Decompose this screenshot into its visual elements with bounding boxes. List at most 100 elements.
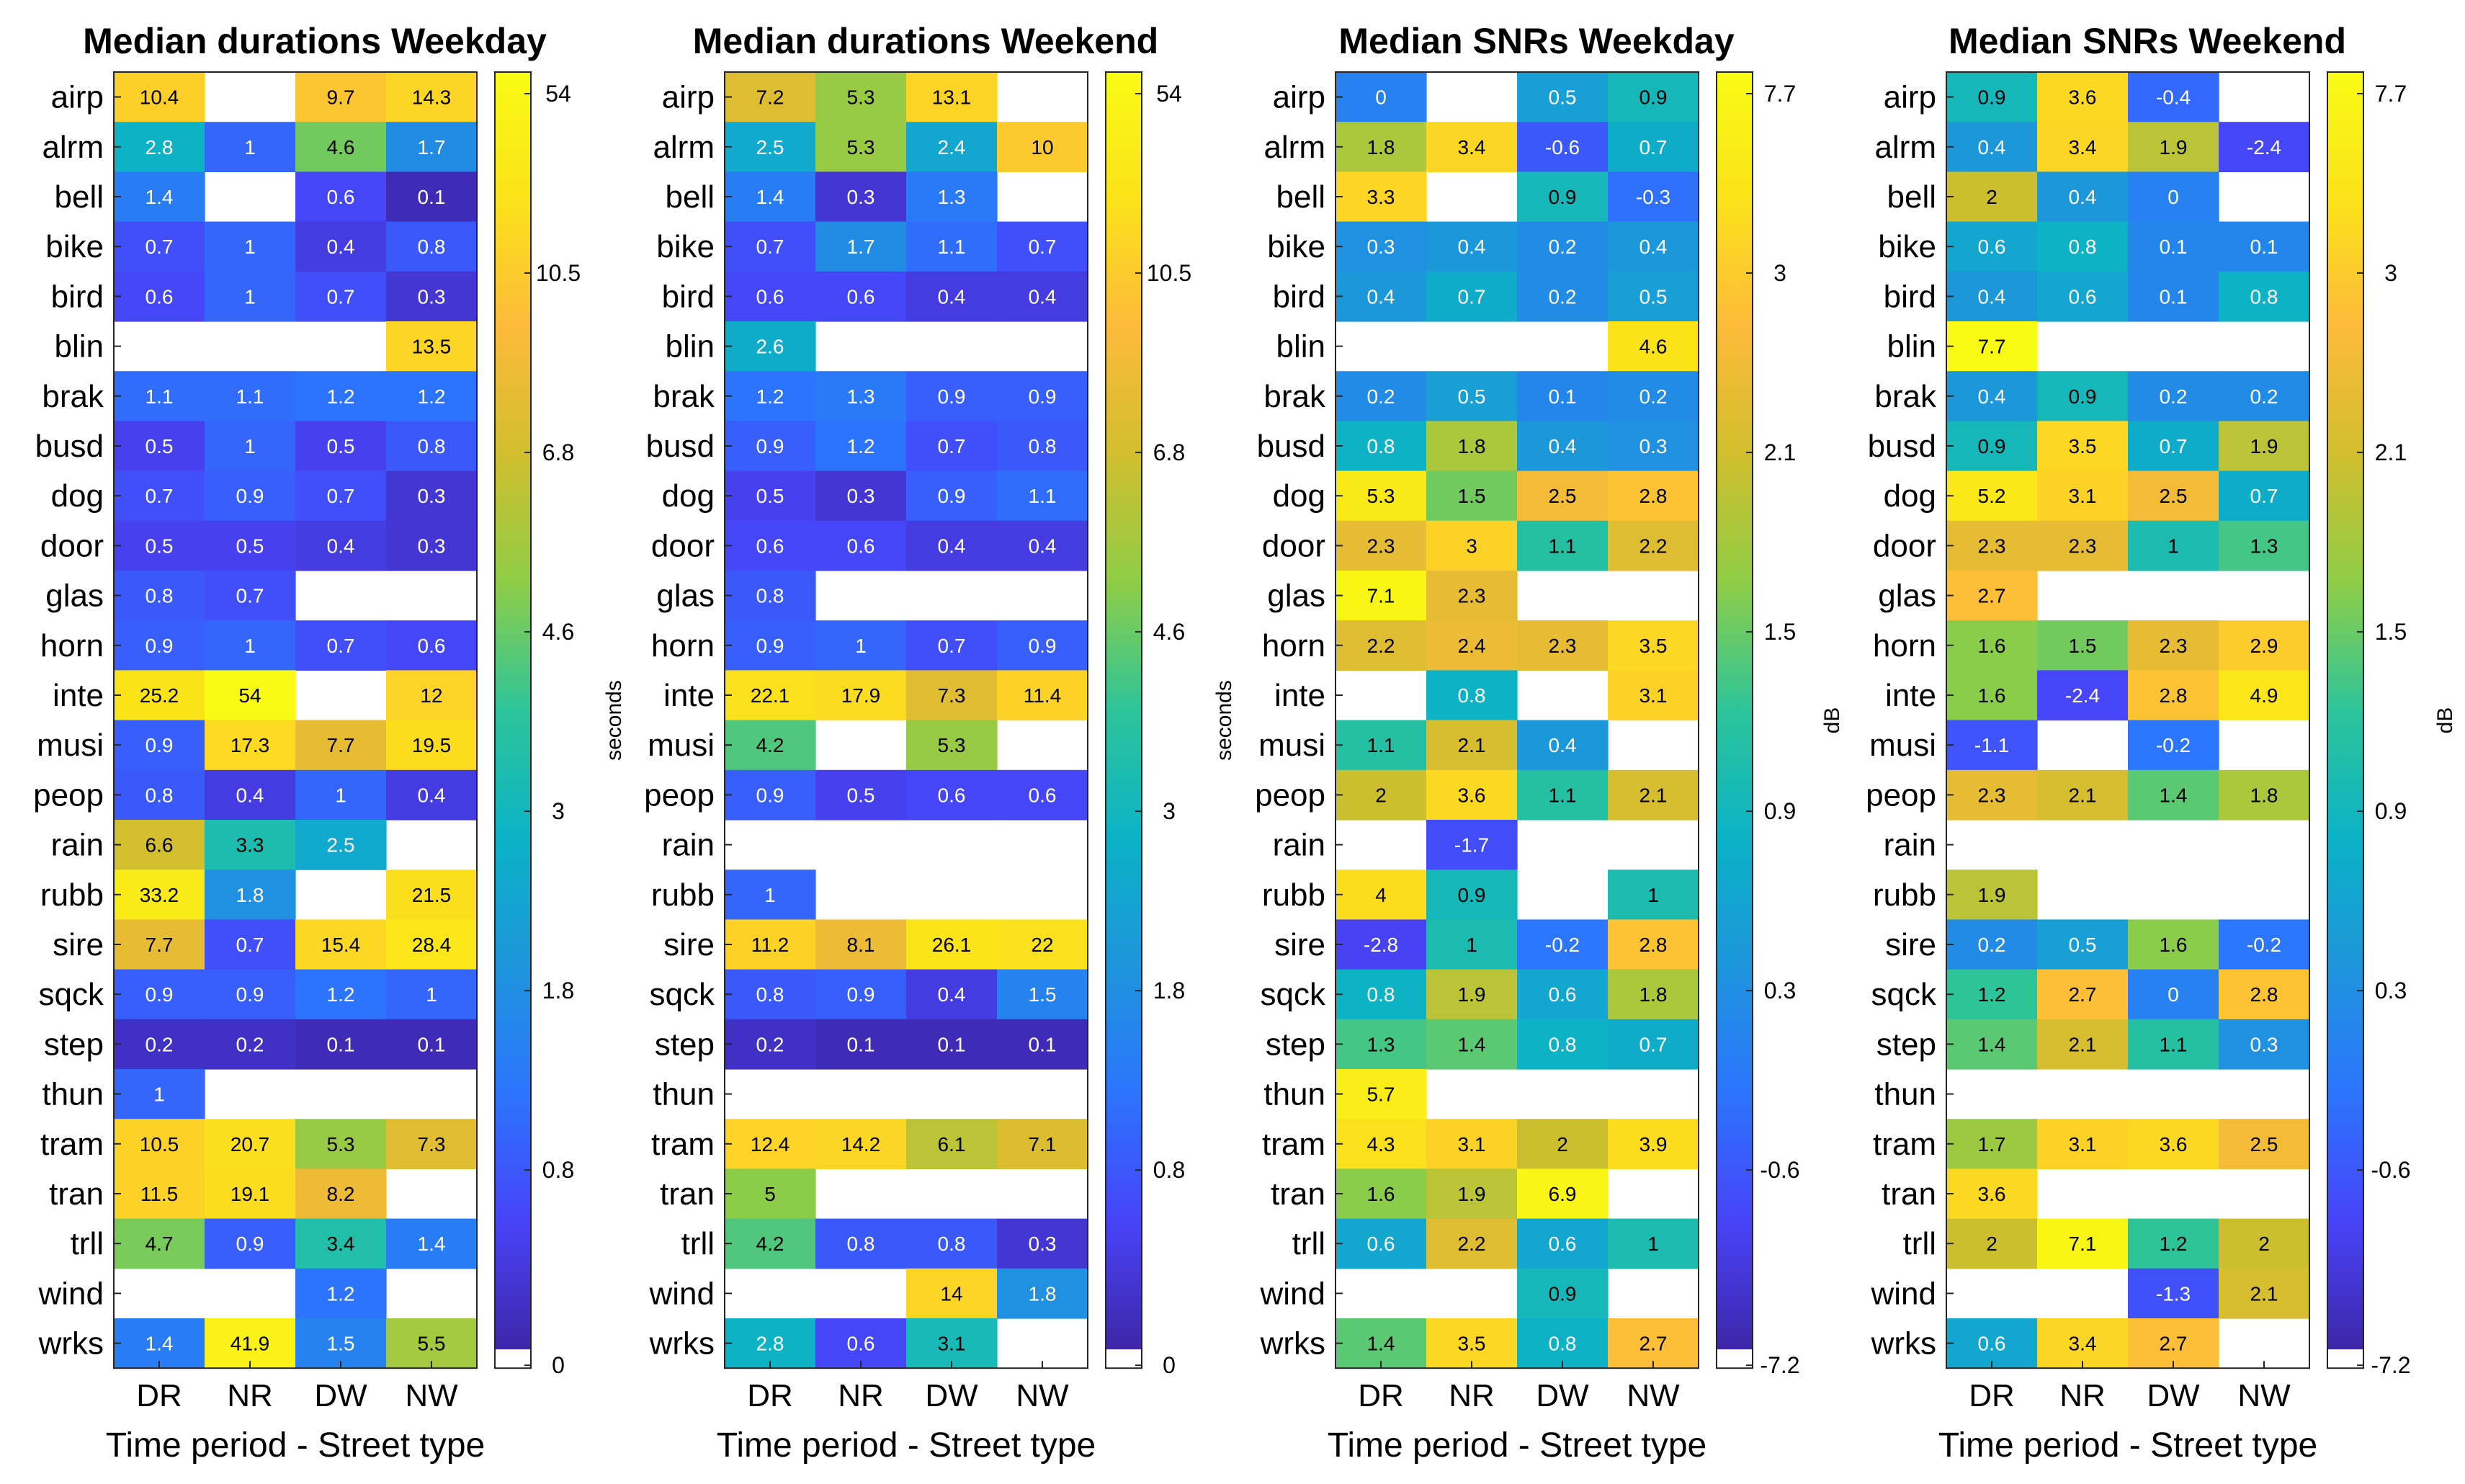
cell-value-label: 3.6 <box>1978 1183 2006 1205</box>
row-label: blin <box>55 329 104 365</box>
cell-value-label: 4.2 <box>756 734 784 756</box>
cell-value-label: 2.1 <box>1458 734 1486 756</box>
row-label: door <box>1873 528 1936 563</box>
cell-value-label: 7.2 <box>756 86 784 109</box>
cell-value-label: 2.7 <box>2160 1333 2188 1355</box>
heatmap-cell <box>1608 321 1699 372</box>
heatmap-cell <box>1946 1318 2038 1369</box>
cell-value-label: 0.1 <box>2160 285 2188 308</box>
colorbar-tick-label: 0.8 <box>542 1157 574 1183</box>
heatmap-cell <box>1426 371 1518 421</box>
cell-value-label: 1.2 <box>327 385 355 408</box>
heatmap-cell <box>205 1168 296 1220</box>
colorbar-tick-label: 2.1 <box>2375 439 2407 465</box>
heatmap-cell <box>2219 470 2310 522</box>
cell-value-label: 0.2 <box>2160 385 2188 408</box>
cell-value-label: 0.4 <box>938 285 966 308</box>
cell-value-label: 14.2 <box>841 1133 881 1156</box>
colorbar-tick-label: 1.5 <box>2375 619 2407 645</box>
cell-value-label: 1.3 <box>1367 1033 1395 1055</box>
cell-value-label: 4.9 <box>2250 684 2278 707</box>
heatmap-cell <box>997 520 1088 571</box>
heatmap-cell <box>2037 969 2129 1020</box>
heatmap-cell <box>1517 919 1609 970</box>
heatmap-cell <box>906 421 998 472</box>
chart-title: Median SNRs Weekend <box>1949 21 2346 61</box>
cell-value-label: 0.8 <box>146 784 174 806</box>
cell-value-label: 0.4 <box>1639 236 1668 258</box>
heatmap-cell <box>1608 769 1699 821</box>
cell-value-label: 0.5 <box>146 435 174 457</box>
cell-value-label: 3.6 <box>1458 784 1486 806</box>
heatmap-cell <box>205 571 296 621</box>
cell-value-label: 0.5 <box>847 784 875 806</box>
cell-value-label: 1.2 <box>847 435 875 457</box>
cell-value-label: 2.3 <box>1367 535 1395 557</box>
heatmap-cell <box>906 1268 998 1319</box>
cell-value-label: 2.5 <box>756 136 784 158</box>
cell-value-label: 6.9 <box>1549 1183 1577 1205</box>
row-label: inte <box>663 678 715 713</box>
row-label: tran <box>660 1176 715 1212</box>
heatmap-cell <box>725 769 816 821</box>
cell-value-label: 0.9 <box>1639 86 1668 109</box>
heatmap-cell <box>1336 1218 1427 1269</box>
row-label: alrm <box>653 130 715 165</box>
cell-value-label: -2.4 <box>2247 136 2281 158</box>
cell-value-label: 0.2 <box>1367 385 1395 408</box>
colorbar-tick-label: 10.5 <box>536 260 581 286</box>
heatmap-cell <box>1517 72 1609 122</box>
cell-value-label: 0.9 <box>938 485 966 507</box>
cell-value-label: 1.9 <box>1458 983 1486 1006</box>
heatmap-cell <box>114 221 205 272</box>
heatmap-cell <box>1946 371 2038 421</box>
heatmap-cell <box>1946 271 2038 322</box>
cell-value-label: 13.1 <box>932 86 972 109</box>
cell-value-label: 2.5 <box>1549 485 1577 507</box>
row-label: peop <box>644 777 715 813</box>
cell-value-label: 0.7 <box>938 435 966 457</box>
heatmap-cell <box>1426 769 1518 821</box>
cell-value-label: 2 <box>1986 186 1998 208</box>
column-label: DR <box>747 1378 793 1413</box>
heatmap-cell <box>1336 769 1427 821</box>
heatmap-cell <box>815 919 907 970</box>
cell-value-label: 7.1 <box>1029 1133 1057 1156</box>
heatmap-cell <box>1946 969 2038 1020</box>
cell-value-label: 0.5 <box>1458 385 1486 408</box>
heatmap-cell <box>906 171 998 223</box>
column-label: NW <box>2237 1378 2291 1413</box>
colorbar-tick-label: 7.7 <box>2375 81 2407 107</box>
cell-value-label: -0.2 <box>1545 934 1580 956</box>
cell-value-label: 2.2 <box>1458 1233 1486 1255</box>
row-label: tram <box>40 1127 104 1162</box>
cell-value-label: 0.7 <box>327 635 355 657</box>
colorbar-tick-label: 0.9 <box>2375 798 2407 824</box>
cell-value-label: 0.8 <box>847 1233 875 1255</box>
cell-value-label: 0.6 <box>847 535 875 557</box>
cell-value-label: 0.1 <box>418 1033 446 1055</box>
cell-value-label: 0.4 <box>1549 734 1577 756</box>
row-label: bell <box>1276 179 1326 215</box>
row-label: bike <box>1267 229 1325 264</box>
heatmap-cell <box>114 1218 205 1269</box>
heatmap-cell <box>2037 620 2129 671</box>
cell-value-label: 0.9 <box>146 983 174 1006</box>
heatmap-cell <box>1426 421 1518 472</box>
cell-value-label: 19.1 <box>231 1183 270 1205</box>
cell-value-label: 5.5 <box>418 1333 446 1355</box>
cell-value-label: 0.7 <box>2250 485 2278 507</box>
heatmap-cell <box>1517 1318 1609 1369</box>
row-label: airp <box>1884 80 1936 115</box>
heatmap-cell <box>1336 1318 1427 1369</box>
cell-value-label: 3.4 <box>1458 136 1486 158</box>
heatmap-cell <box>295 1019 387 1070</box>
cell-value-label: 0.6 <box>1978 236 2006 258</box>
heatmap-cell <box>1517 1168 1609 1220</box>
heatmap-cell <box>2037 421 2129 472</box>
heatmap-cell <box>2128 1218 2219 1269</box>
row-label: door <box>651 528 715 563</box>
heatmap-cell <box>114 1069 205 1119</box>
heatmap-cell <box>725 421 816 472</box>
heatmap-cell <box>2219 421 2310 472</box>
